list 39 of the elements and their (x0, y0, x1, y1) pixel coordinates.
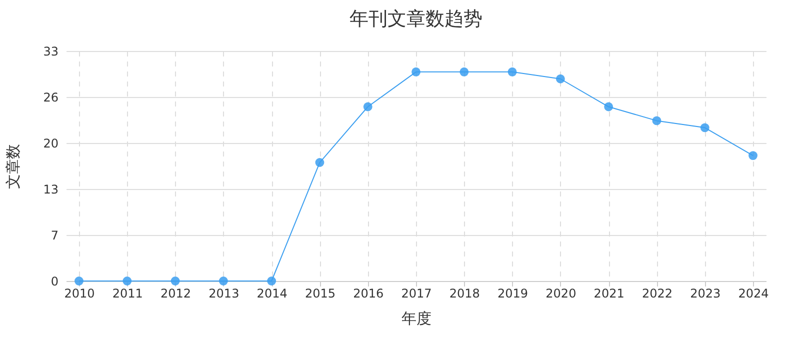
chart-title: 年刊文章数趋势 (350, 8, 482, 30)
x-axis-title: 年度 (402, 310, 432, 328)
y-axis-title: 文章数 (4, 144, 22, 189)
y-tick-label: 26 (43, 90, 58, 104)
point (508, 67, 517, 76)
x-tick-label: 2011 (112, 286, 143, 300)
x-tick-label: 2020 (546, 286, 576, 300)
point (170, 276, 180, 286)
point (267, 276, 276, 286)
point (604, 102, 614, 112)
y-tick-label: 33 (43, 44, 58, 58)
x-tick-label: 2018 (449, 286, 480, 300)
point (218, 276, 228, 286)
point (556, 74, 565, 84)
point (363, 102, 372, 112)
y-tick-label: 20 (43, 136, 58, 150)
x-tick-label: 2014 (256, 286, 288, 300)
y-tick-label: 7 (50, 228, 58, 242)
point (652, 116, 662, 126)
point (412, 67, 420, 76)
x-tick-label: 2010 (64, 286, 95, 300)
point (748, 151, 758, 160)
x-tick-label: 2019 (498, 286, 528, 300)
x-tick-label: 2024 (738, 286, 769, 300)
y-tick-label: 0 (50, 274, 58, 288)
x-tick-label: 2015 (304, 286, 336, 300)
x-tick-label: 2016 (353, 286, 384, 300)
x-tick-label: 2022 (642, 286, 672, 300)
x-tick-label: 2017 (401, 286, 432, 300)
point (315, 158, 324, 167)
x-tick-label: 2023 (690, 286, 721, 300)
point (122, 276, 132, 286)
point (700, 123, 710, 132)
point (74, 276, 84, 286)
point (460, 67, 469, 76)
x-tick-label: 2013 (208, 286, 240, 300)
x-tick-label: 2021 (594, 286, 624, 300)
x-tick-label: 2012 (160, 286, 192, 300)
y-tick-label: 13 (43, 182, 58, 196)
